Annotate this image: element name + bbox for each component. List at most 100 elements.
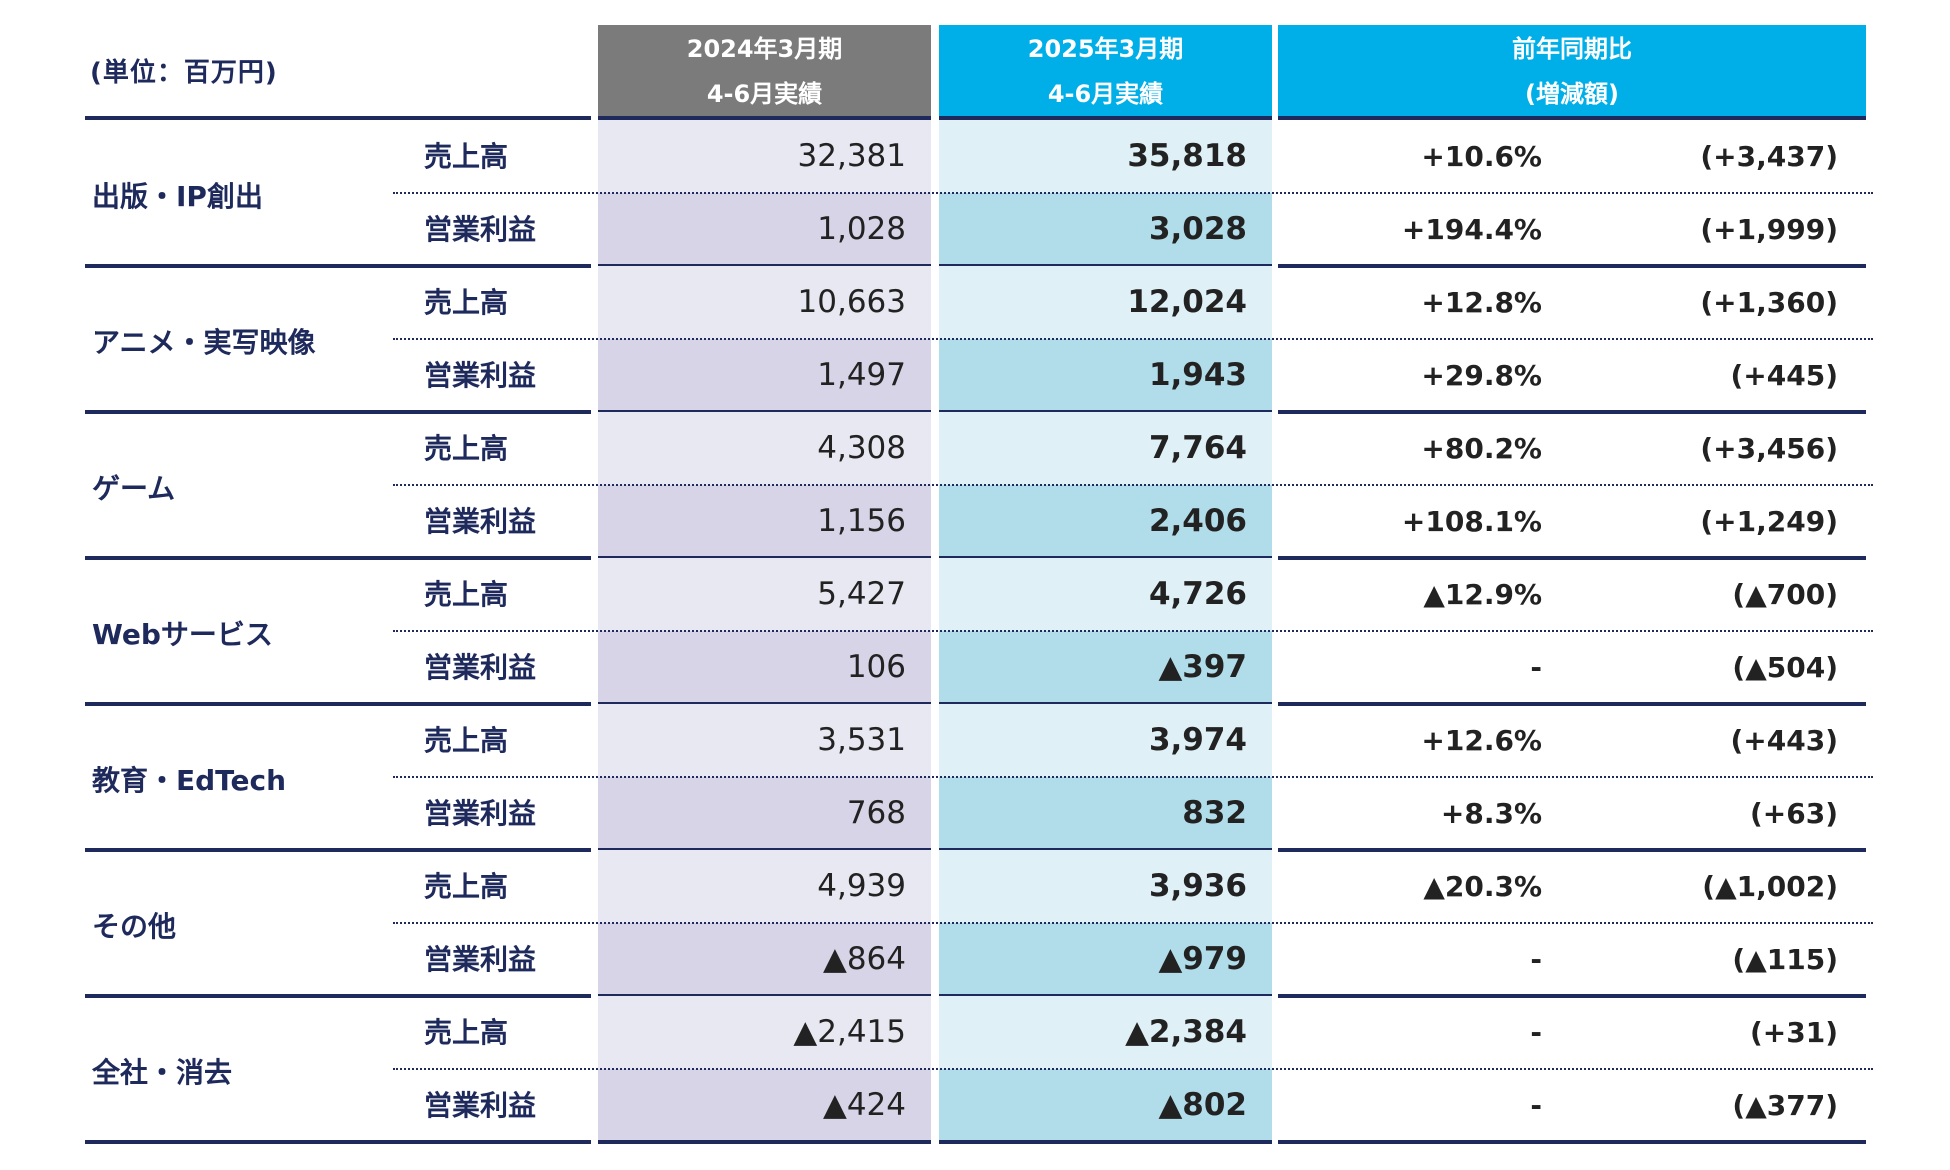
segment-divider <box>85 410 591 414</box>
segment-divider <box>939 1140 1272 1144</box>
table-row: 売上高 ▲2,415 ▲2,384 - (+31) <box>0 996 1950 1069</box>
metric-label: 売上高 <box>424 724 509 757</box>
table-row: 営業利益 ▲864 ▲979 - (▲115) <box>0 923 1950 996</box>
fy2024-value: ▲424 <box>598 1069 931 1142</box>
segment-label: その他 <box>92 910 177 943</box>
yoy-percent: ▲12.9% <box>1423 578 1542 611</box>
fy2024-value: 4,939 <box>598 850 931 923</box>
metric-label: 売上高 <box>424 432 509 465</box>
fy2024-value: 10,663 <box>598 266 931 339</box>
header-rule <box>85 116 591 120</box>
table-row: 営業利益 ▲424 ▲802 - (▲377) <box>0 1069 1950 1142</box>
fy2025-value: ▲979 <box>939 923 1272 996</box>
row-divider <box>393 922 1873 924</box>
table-row: 営業利益 1,497 1,943 +29.8% (+445) <box>0 339 1950 412</box>
fy2025-value: 3,974 <box>939 704 1272 777</box>
header-yoy-sub: (増減額) <box>1525 79 1619 108</box>
header-fy2024: 2024年3月期 4-6月実績 <box>598 25 931 118</box>
yoy-difference: (▲700) <box>1732 578 1838 611</box>
segment-divider <box>85 264 591 268</box>
metric-label: 営業利益 <box>424 797 537 830</box>
yoy-difference: (+63) <box>1749 797 1838 830</box>
segment-divider <box>85 556 591 560</box>
header-fy2024-period: 2024年3月期 <box>686 34 843 63</box>
table-row: 売上高 5,427 4,726 ▲12.9% (▲700) <box>0 558 1950 631</box>
table-row: 営業利益 768 832 +8.3% (+63) <box>0 777 1950 850</box>
segment-divider <box>85 848 591 852</box>
metric-label: 売上高 <box>424 1016 509 1049</box>
yoy-difference: (+3,437) <box>1700 140 1838 173</box>
header-fy2025-label: 4-6月実績 <box>1047 79 1164 108</box>
segment-label: 教育・EdTech <box>92 764 287 797</box>
metric-label: 売上高 <box>424 140 509 173</box>
fy2024-value: 1,028 <box>598 193 931 266</box>
yoy-percent: - <box>1530 1016 1542 1049</box>
yoy-difference: (+1,249) <box>1700 505 1838 538</box>
yoy-percent: - <box>1530 651 1542 684</box>
fy2024-value: ▲2,415 <box>598 996 931 1069</box>
yoy-percent: - <box>1530 1089 1542 1122</box>
row-divider <box>393 192 1873 194</box>
fy2024-value: 1,497 <box>598 339 931 412</box>
yoy-difference: (+445) <box>1730 359 1838 392</box>
row-divider <box>393 630 1873 632</box>
metric-label: 営業利益 <box>424 505 537 538</box>
row-divider <box>393 1068 1873 1070</box>
yoy-difference: (+3,456) <box>1700 432 1838 465</box>
table-row: 売上高 3,531 3,974 +12.6% (+443) <box>0 704 1950 777</box>
metric-label: 営業利益 <box>424 359 537 392</box>
table-row: 売上高 4,308 7,764 +80.2% (+3,456) <box>0 412 1950 485</box>
metric-label: 売上高 <box>424 578 509 611</box>
segment-divider <box>85 994 591 998</box>
segment-label: 全社・消去 <box>92 1056 233 1089</box>
segment-divider <box>598 1140 931 1144</box>
yoy-difference: (+1,999) <box>1700 213 1838 246</box>
yoy-difference: (▲115) <box>1732 943 1838 976</box>
yoy-percent: ▲20.3% <box>1423 870 1542 903</box>
segment-label: ゲーム <box>92 472 176 505</box>
row-divider <box>393 338 1873 340</box>
fy2025-value: 2,406 <box>939 485 1272 558</box>
segment-divider <box>1278 556 1866 560</box>
table-row: 営業利益 1,028 3,028 +194.4% (+1,999) <box>0 193 1950 266</box>
yoy-difference: (+443) <box>1730 724 1838 757</box>
yoy-percent: +12.8% <box>1421 286 1542 319</box>
yoy-difference: (+1,360) <box>1700 286 1838 319</box>
table-row: 売上高 10,663 12,024 +12.8% (+1,360) <box>0 266 1950 339</box>
segment-label: 出版・IP創出 <box>92 180 263 213</box>
header-fy2025: 2025年3月期 4-6月実績 <box>939 25 1272 118</box>
header-rule <box>598 116 931 120</box>
segment-divider <box>1278 410 1866 414</box>
segment-label: Webサービス <box>92 618 273 651</box>
yoy-difference: (+31) <box>1749 1016 1838 1049</box>
header-rule <box>939 116 1272 120</box>
yoy-percent: +10.6% <box>1421 140 1542 173</box>
header-yoy-label: 前年同期比 <box>1512 34 1632 63</box>
yoy-difference: (▲1,002) <box>1702 870 1838 903</box>
fy2025-value: 12,024 <box>939 266 1272 339</box>
yoy-percent: +29.8% <box>1421 359 1542 392</box>
fy2024-value: 768 <box>598 777 931 850</box>
header-fy2025-period: 2025年3月期 <box>1027 34 1184 63</box>
header-yoy: 前年同期比 (増減額) <box>1278 25 1866 118</box>
segment-divider <box>85 702 591 706</box>
yoy-difference: (▲504) <box>1732 651 1838 684</box>
segment-divider <box>1278 1140 1866 1144</box>
yoy-percent: +80.2% <box>1421 432 1542 465</box>
yoy-difference: (▲377) <box>1732 1089 1838 1122</box>
metric-label: 売上高 <box>424 286 509 319</box>
fy2025-value: 3,936 <box>939 850 1272 923</box>
fy2024-value: ▲864 <box>598 923 931 996</box>
metric-label: 営業利益 <box>424 1089 537 1122</box>
segment-label: アニメ・実写映像 <box>92 326 316 359</box>
fy2025-value: 35,818 <box>939 120 1272 193</box>
fy2024-value: 1,156 <box>598 485 931 558</box>
yoy-percent: +12.6% <box>1421 724 1542 757</box>
yoy-percent: - <box>1530 943 1542 976</box>
metric-label: 営業利益 <box>424 213 537 246</box>
table-row: 売上高 32,381 35,818 +10.6% (+3,437) <box>0 120 1950 193</box>
segment-divider <box>1278 702 1866 706</box>
yoy-percent: +108.1% <box>1401 505 1542 538</box>
fy2024-value: 3,531 <box>598 704 931 777</box>
